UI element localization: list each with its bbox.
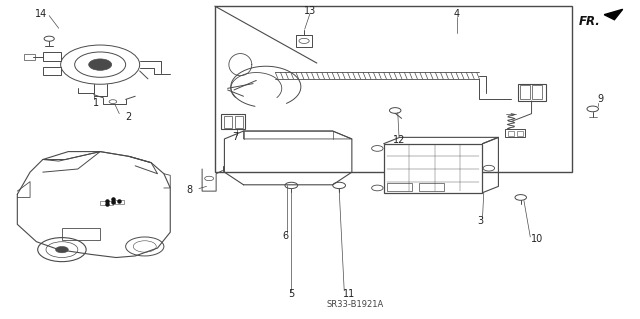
Text: 3: 3 <box>477 216 484 226</box>
Bar <box>100 201 113 205</box>
Text: 5: 5 <box>288 289 294 299</box>
Bar <box>215 6 572 172</box>
Bar <box>387 183 412 191</box>
Text: 6: 6 <box>282 231 288 241</box>
Text: 4: 4 <box>454 9 460 19</box>
Bar <box>236 116 243 128</box>
Bar <box>225 116 232 128</box>
Bar <box>62 228 100 240</box>
Bar <box>532 85 541 100</box>
Bar <box>221 114 246 130</box>
Text: SR33-B1921A: SR33-B1921A <box>326 300 383 309</box>
Bar <box>419 183 444 191</box>
Text: 7: 7 <box>232 132 238 142</box>
Point <box>101 201 111 206</box>
Polygon shape <box>604 9 623 20</box>
Point <box>108 200 118 205</box>
Bar <box>508 131 515 137</box>
Bar <box>296 35 312 47</box>
Text: 1: 1 <box>93 98 99 108</box>
Bar <box>24 54 35 60</box>
Text: FR.: FR. <box>579 15 600 28</box>
Bar <box>518 84 546 101</box>
Point <box>108 197 118 202</box>
Bar <box>43 52 61 62</box>
Text: 8: 8 <box>186 184 193 195</box>
Circle shape <box>89 59 111 70</box>
Point <box>114 198 124 203</box>
Point <box>101 198 111 203</box>
Bar <box>520 85 530 100</box>
Text: 2: 2 <box>125 112 132 122</box>
Text: 12: 12 <box>393 135 405 145</box>
Text: 9: 9 <box>597 94 604 104</box>
Circle shape <box>56 247 68 253</box>
Bar <box>43 67 61 75</box>
Bar <box>505 130 525 137</box>
Text: 13: 13 <box>304 6 317 16</box>
Text: 10: 10 <box>531 234 543 244</box>
Text: 14: 14 <box>35 9 47 19</box>
Bar <box>115 200 124 204</box>
Bar <box>517 131 524 137</box>
Text: 11: 11 <box>342 289 355 299</box>
Bar <box>384 144 483 193</box>
